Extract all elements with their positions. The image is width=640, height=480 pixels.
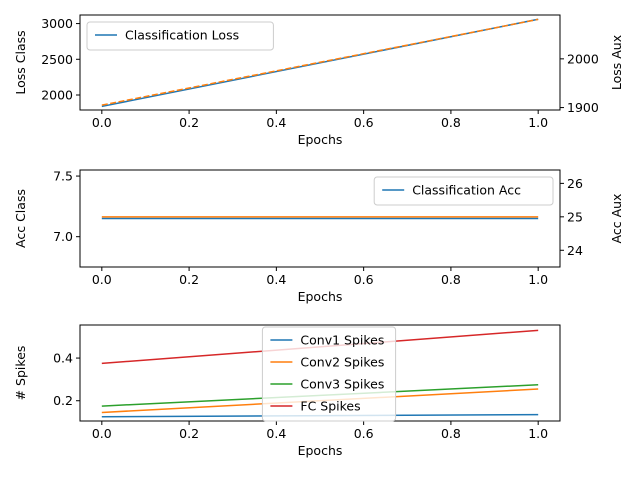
plot3-xtick-label: 1.0	[528, 426, 548, 441]
plot2-ytick-label: 7.5	[53, 169, 73, 184]
plot2-ylabel: Acc Class	[13, 189, 28, 248]
plot3-xtick-label: 0.2	[179, 426, 199, 441]
plot1-xtick-label: 0.6	[354, 115, 374, 130]
plot1-legend	[86, 21, 274, 51]
plot3-legend-label-1: Conv1 Spikes	[300, 333, 384, 348]
plot2-xtick-label: 0.8	[441, 272, 461, 287]
plot2-ytick-right-label: 24	[567, 243, 583, 258]
plot1-xtick-label: 0.8	[441, 115, 461, 130]
plot3-xtick-label: 0.0	[92, 426, 112, 441]
plot3-legend-label-4: FC Spikes	[300, 399, 360, 414]
plot2-ylabel-right: Acc Aux	[609, 194, 624, 244]
plot3-ytick-label: 0.2	[53, 393, 73, 408]
plot1-xtick-label: 0.4	[266, 115, 286, 130]
plot3-xtick-label: 0.6	[354, 426, 374, 441]
plot2-ytick-label: 7.0	[53, 229, 73, 244]
plot1-frame	[79, 14, 561, 111]
plot1-xtick-label: 1.0	[528, 115, 548, 130]
plot3-legend	[261, 326, 397, 422]
plot3-xlabel: Epochs	[298, 443, 343, 458]
plot1-legend-label-1: Classification Loss	[125, 28, 239, 43]
plot3-ylabel: # Spikes	[13, 346, 28, 401]
plot2-legend	[373, 176, 554, 206]
plot1-xtick-label: 0.0	[92, 115, 112, 130]
plot1-xlabel: Epochs	[298, 132, 343, 147]
plot3-xtick-label: 0.8	[441, 426, 461, 441]
plot1-ytick-label: 2000	[41, 88, 73, 103]
plot2-xtick-label: 1.0	[528, 272, 548, 287]
plot2-legend-label-1: Classification Acc	[412, 183, 521, 198]
plot3-legend-label-2: Conv2 Spikes	[300, 355, 384, 370]
plot2-xtick-label: 0.2	[179, 272, 199, 287]
plot1-ytick-label: 3000	[41, 16, 73, 31]
plot2-ytick-right-label: 25	[567, 209, 583, 224]
plot2-xtick-label: 0.0	[92, 272, 112, 287]
plot2-frame	[79, 169, 561, 268]
plot2-xtick-label: 0.4	[266, 272, 286, 287]
plot1-xtick-label: 0.2	[179, 115, 199, 130]
plot1-ylabel: Loss Class	[13, 30, 28, 94]
plot3-legend-label-3: Conv3 Spikes	[300, 377, 384, 392]
plot1-ytick-label: 2500	[41, 52, 73, 67]
plot3-ytick-label: 0.4	[53, 351, 73, 366]
plot2-ytick-right-label: 26	[567, 176, 583, 191]
plot2-xlabel: Epochs	[298, 289, 343, 304]
plot1-ytick-right-label: 1900	[567, 100, 599, 115]
plot1-series-line-2	[101, 18, 539, 106]
plot3-xtick-label: 0.4	[266, 426, 286, 441]
plot1-ytick-right-label: 2000	[567, 51, 599, 66]
plot1-ylabel-right: Loss Aux	[609, 35, 624, 90]
plot2-xtick-label: 0.6	[354, 272, 374, 287]
